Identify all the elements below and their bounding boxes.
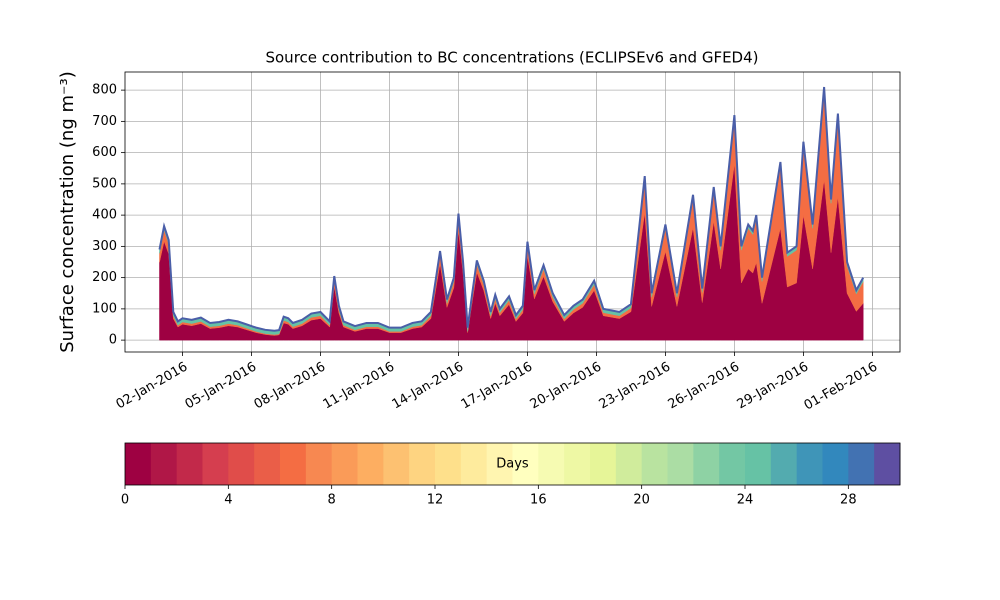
colorbar-swatch bbox=[719, 443, 746, 485]
colorbar-swatch bbox=[538, 443, 565, 485]
colorbar-tick-label: 16 bbox=[530, 493, 547, 508]
plot-area bbox=[158, 86, 865, 341]
colorbar-swatch bbox=[357, 443, 384, 485]
colorbar-tick-label: 8 bbox=[328, 493, 336, 508]
plot-frame bbox=[124, 71, 901, 353]
colorbar-swatch bbox=[693, 443, 720, 485]
x-tick-label: 26-Jan-2016 bbox=[666, 360, 743, 413]
y-tick-label: 400 bbox=[92, 208, 117, 223]
colorbar-tick-label: 0 bbox=[121, 493, 129, 508]
colorbar-swatch bbox=[745, 443, 772, 485]
x-tick-label: 29-Jan-2016 bbox=[735, 360, 812, 413]
colorbar-tick-label: 12 bbox=[427, 493, 444, 508]
y-tick-label: 200 bbox=[92, 270, 117, 285]
x-tick-label: 17-Jan-2016 bbox=[459, 360, 536, 413]
x-tick-label: 14-Jan-2016 bbox=[390, 360, 467, 413]
colorbar-swatch bbox=[641, 443, 668, 485]
colorbar-swatch bbox=[202, 443, 229, 485]
y-tick-label: 500 bbox=[92, 176, 117, 191]
colorbar-swatch bbox=[150, 443, 178, 485]
y-tick-label: 0 bbox=[109, 333, 117, 348]
colorbar-swatch bbox=[615, 443, 643, 485]
y-tick-label: 800 bbox=[92, 83, 117, 98]
colorbar-swatch bbox=[667, 443, 694, 485]
colorbar-swatch bbox=[564, 443, 591, 485]
colorbar-tick-label: 28 bbox=[840, 493, 857, 508]
x-tick-label: 08-Jan-2016 bbox=[252, 360, 329, 413]
colorbar-swatch bbox=[305, 443, 333, 485]
y-tick-label: 100 bbox=[92, 301, 117, 316]
x-tick-label: 05-Jan-2016 bbox=[183, 360, 260, 413]
total-outline bbox=[158, 86, 865, 332]
y-axis-label: Surface concentration (ng m⁻³) bbox=[57, 71, 78, 353]
colorbar-swatch bbox=[280, 443, 307, 485]
y-tick-label: 700 bbox=[92, 114, 117, 129]
colorbar-swatch bbox=[435, 443, 462, 485]
x-tick-label: 01-Feb-2016 bbox=[802, 360, 881, 414]
chart-title: Source contribution to BC concentrations… bbox=[265, 49, 758, 67]
colorbar-frame bbox=[124, 442, 901, 486]
y-tick-label: 300 bbox=[92, 239, 117, 254]
x-tick-label: 20-Jan-2016 bbox=[528, 360, 605, 413]
colorbar-swatch bbox=[331, 443, 358, 485]
colorbar-swatch bbox=[176, 443, 203, 485]
colorbar-swatch bbox=[848, 443, 875, 485]
colorbar-swatch bbox=[409, 443, 436, 485]
colorbar-swatch bbox=[874, 443, 901, 485]
colorbar-swatch bbox=[486, 443, 513, 485]
colorbar-swatch bbox=[383, 443, 410, 485]
colorbar-swatch bbox=[590, 443, 617, 485]
colorbar-swatch bbox=[796, 443, 823, 485]
colorbar-swatch bbox=[125, 443, 152, 485]
colorbar-swatch bbox=[254, 443, 281, 485]
colorbar-tick-label: 4 bbox=[224, 493, 232, 508]
colorbar-swatch bbox=[460, 443, 488, 485]
colorbar-swatch bbox=[822, 443, 849, 485]
colorbar-tick-label: 20 bbox=[633, 493, 650, 508]
x-tick-label: 02-Jan-2016 bbox=[114, 360, 191, 413]
colorbar-swatch bbox=[512, 443, 539, 485]
x-tick-label: 23-Jan-2016 bbox=[597, 360, 674, 413]
colorbar-swatch bbox=[228, 443, 255, 485]
colorbar-swatch bbox=[770, 443, 798, 485]
colorbar-tick-label: 24 bbox=[737, 493, 754, 508]
y-tick-label: 600 bbox=[92, 145, 117, 160]
x-tick-label: 11-Jan-2016 bbox=[321, 360, 398, 413]
colorbar-label: Days bbox=[496, 457, 529, 472]
